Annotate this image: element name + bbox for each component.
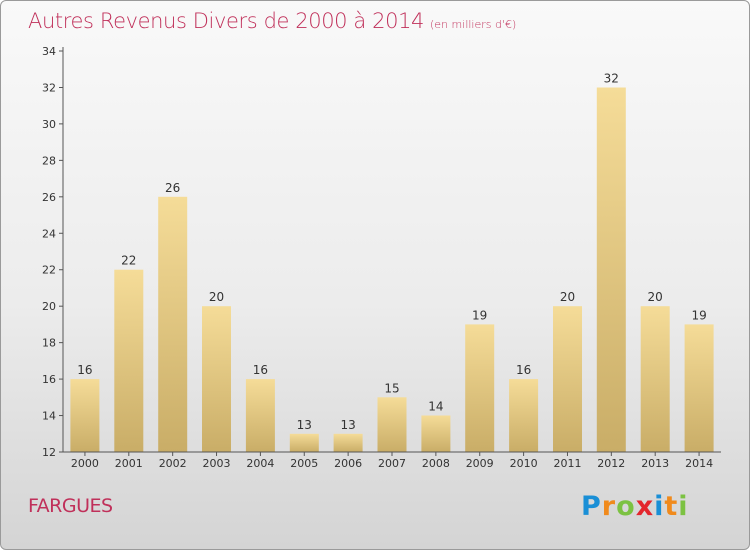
bar-value-label-2007: 15 <box>384 381 399 395</box>
bar-2011 <box>553 306 582 452</box>
bar-2002 <box>158 196 188 452</box>
bar-value-label-2005: 13 <box>297 418 312 432</box>
commune-name: FARGUES <box>28 495 113 517</box>
x-tick-label-2013: 2013 <box>641 457 669 470</box>
bar-2003 <box>202 306 231 452</box>
chart-title-text: Autres Revenus Divers de 2000 à 2014 <box>28 9 425 33</box>
y-tick-label-34: 34 <box>42 45 56 58</box>
logo-letter: i <box>678 491 689 522</box>
x-tick-label-2011: 2011 <box>554 457 582 470</box>
bar-value-label-2002: 26 <box>165 181 180 195</box>
y-tick-label-12: 12 <box>42 446 56 459</box>
x-tick-label-2002: 2002 <box>159 457 187 470</box>
bar-value-label-2003: 20 <box>209 290 224 304</box>
y-tick-label-28: 28 <box>42 154 56 167</box>
x-tick-label-2010: 2010 <box>510 457 538 470</box>
x-tick-label-2007: 2007 <box>378 457 406 470</box>
x-tick-label-2008: 2008 <box>422 457 450 470</box>
y-tick-label-26: 26 <box>42 191 56 204</box>
x-tick-label-2001: 2001 <box>115 457 143 470</box>
bar-value-label-2000: 16 <box>77 363 92 377</box>
x-tick-label-2014: 2014 <box>685 457 713 470</box>
bar-value-label-2010: 16 <box>516 363 531 377</box>
y-tick-label-14: 14 <box>42 410 56 423</box>
bar-value-label-2009: 19 <box>472 308 487 322</box>
bar-2008 <box>421 415 451 452</box>
logo-letter: o <box>616 491 636 522</box>
bar-2001 <box>114 269 144 452</box>
logo-letter: i <box>654 491 665 522</box>
bar-2014 <box>684 324 714 452</box>
bar-value-label-2014: 19 <box>691 308 706 322</box>
x-tick-label-2000: 2000 <box>71 457 99 470</box>
x-tick-label-2005: 2005 <box>290 457 318 470</box>
x-tick-label-2006: 2006 <box>334 457 362 470</box>
y-tick-label-24: 24 <box>42 227 56 240</box>
proxiti-logo: Proxiti <box>581 491 689 522</box>
bars-group <box>70 87 714 452</box>
chart-title: Autres Revenus Divers de 2000 à 2014 (en … <box>28 9 516 33</box>
bar-2000 <box>70 379 100 452</box>
bar-2010 <box>509 379 539 452</box>
x-tick-label-2012: 2012 <box>597 457 625 470</box>
logo-letter: P <box>581 491 602 522</box>
bar-value-label-2011: 20 <box>560 290 575 304</box>
y-tick-label-30: 30 <box>42 118 56 131</box>
logo-letter: x <box>635 491 655 522</box>
y-tick-label-16: 16 <box>42 373 56 386</box>
x-tick-label-2004: 2004 <box>246 457 274 470</box>
bar-value-label-2006: 13 <box>340 418 355 432</box>
chart-subtitle: (en milliers d'€) <box>430 18 517 31</box>
bar-2007 <box>377 397 407 452</box>
bar-value-label-2012: 32 <box>604 72 619 86</box>
y-tick-label-20: 20 <box>42 300 56 313</box>
bar-2012 <box>596 87 626 452</box>
logo-letter: t <box>664 491 679 522</box>
y-tick-label-32: 32 <box>42 82 56 95</box>
y-tick-label-18: 18 <box>42 337 56 350</box>
bar-2006 <box>333 433 363 452</box>
bar-value-label-2004: 16 <box>253 363 268 377</box>
bar-2009 <box>465 324 495 452</box>
bar-value-label-2001: 22 <box>121 254 136 268</box>
bar-2005 <box>289 433 319 452</box>
bar-2004 <box>245 379 275 452</box>
labels-group: 16 22 26 20 16 13 13 15 14 19 16 20 32 20 19 12 14 16 18 20… <box>42 45 713 470</box>
x-tick-label-2003: 2003 <box>203 457 231 470</box>
bar-value-label-2013: 20 <box>648 290 663 304</box>
y-tick-label-22: 22 <box>42 264 56 277</box>
logo-letter: r <box>601 491 617 522</box>
axes-group <box>59 47 721 456</box>
bar-value-label-2008: 14 <box>428 400 443 414</box>
bar-2013 <box>640 306 670 452</box>
x-tick-label-2009: 2009 <box>466 457 494 470</box>
